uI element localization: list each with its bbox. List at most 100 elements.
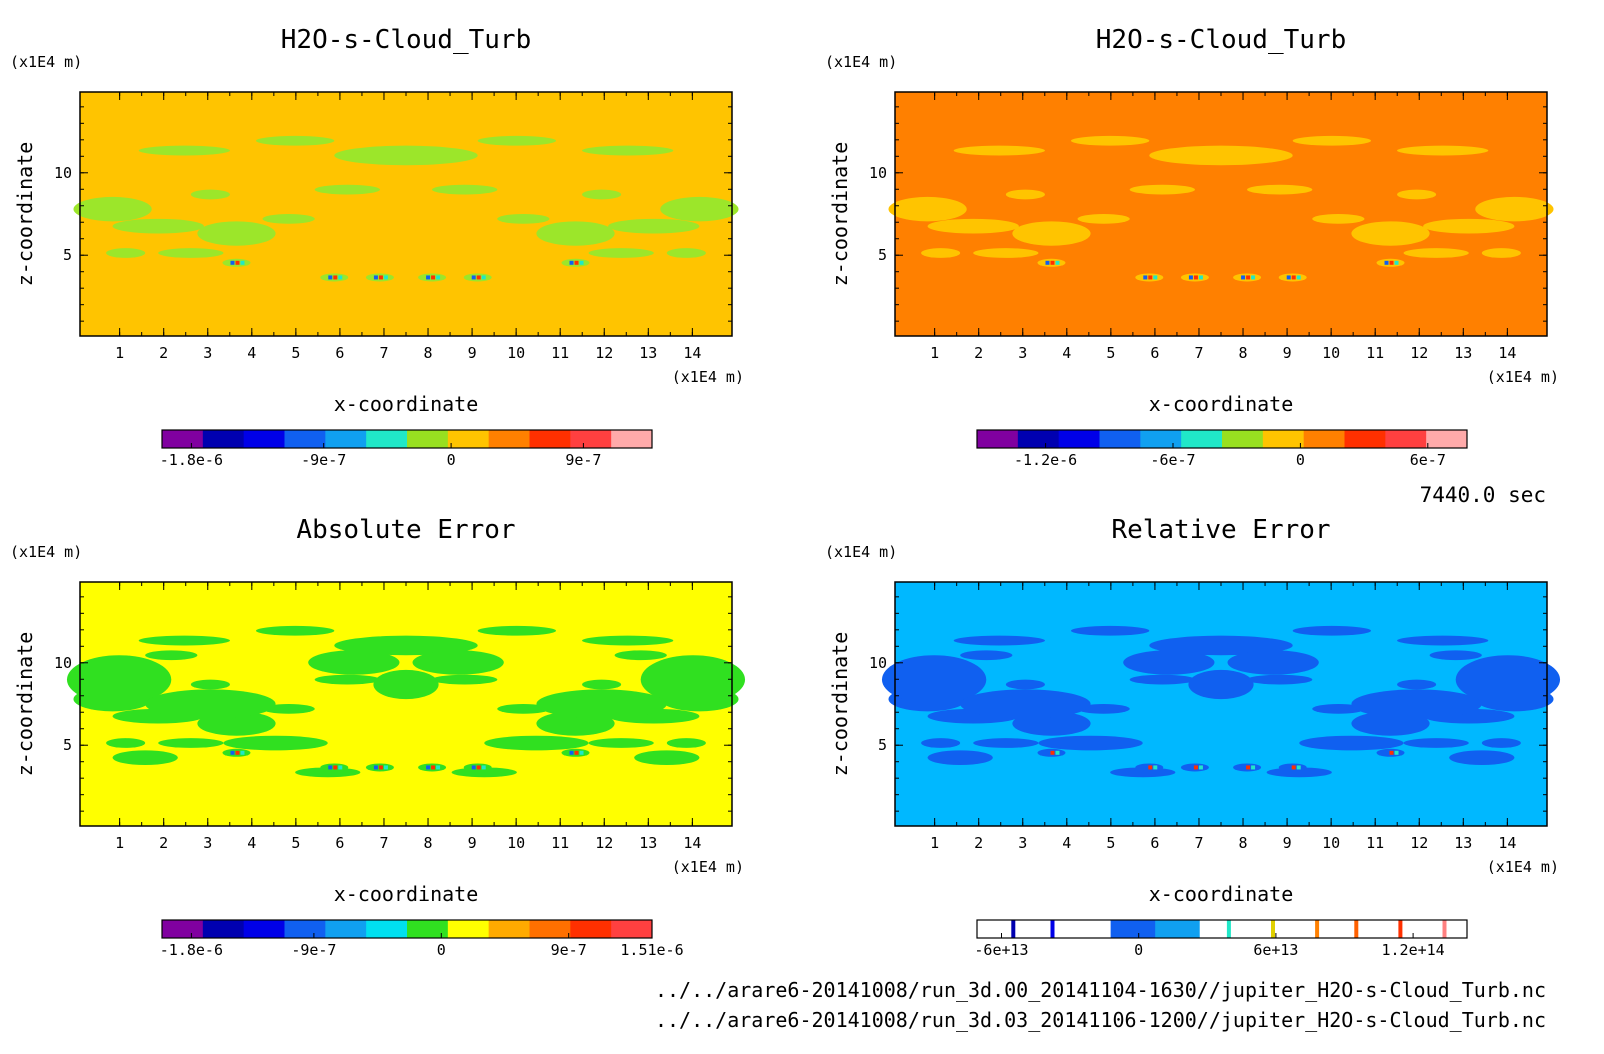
y-unit-label: (x1E4 m) [825, 53, 897, 71]
x-axis-label: x-coordinate [334, 882, 479, 906]
colorbar-label: -6e-7 [1150, 451, 1195, 469]
colorbar-line [1398, 920, 1403, 938]
y-tick-label: 10 [869, 164, 887, 182]
x-tick-label: 4 [1062, 344, 1071, 362]
colorbar-swatch [1303, 430, 1345, 448]
colorbar-line [1271, 920, 1275, 938]
field-spot [1153, 275, 1158, 280]
x-tick-label: 5 [291, 834, 300, 852]
field-contour [145, 650, 198, 661]
field-contour [314, 184, 380, 195]
colorbar-label: -1.8e-6 [160, 451, 223, 469]
colorbar-swatch [325, 430, 367, 448]
field-spot [378, 765, 383, 770]
y-tick-label: 5 [63, 736, 72, 754]
x-tick-label: 9 [468, 834, 477, 852]
field-spot [579, 750, 584, 755]
colorbar-swatch [162, 920, 204, 938]
field-spot [1153, 765, 1158, 770]
chart-title: H2O-s-Cloud_Turb [281, 25, 531, 55]
field-contour [262, 704, 315, 714]
field-contour [1129, 674, 1195, 685]
x-axis-label: x-coordinate [1149, 392, 1294, 416]
x-tick-label: 9 [1283, 344, 1292, 362]
y-tick-label: 5 [878, 736, 887, 754]
colorbar-swatch [1344, 430, 1386, 448]
x-tick-label: 1 [930, 344, 939, 362]
x-tick-label: 13 [1454, 834, 1472, 852]
field-spot [426, 275, 431, 280]
field-contour [1071, 135, 1150, 146]
x-tick-label: 10 [507, 344, 525, 362]
x-unit-label: (x1E4 m) [672, 368, 744, 386]
field-spot [1143, 275, 1148, 280]
field-contour [484, 735, 589, 751]
field-contour [477, 625, 556, 636]
colorbar-label: -6e+13 [974, 941, 1028, 959]
x-tick-label: 13 [639, 344, 657, 362]
colorbar-swatch [570, 430, 612, 448]
field-contour [536, 689, 667, 719]
field-contour [960, 689, 1091, 719]
field-spot [383, 275, 388, 280]
field-spot [1246, 765, 1251, 770]
colorbar-swatch [162, 430, 204, 448]
field-contour [582, 635, 674, 646]
field-spot [1188, 275, 1193, 280]
field-spot [328, 765, 333, 770]
field-spot [471, 275, 476, 280]
colorbar-swatch [529, 430, 571, 448]
field-contour [334, 635, 478, 656]
colorbar-label: -1.8e-6 [160, 941, 223, 959]
x-tick-label: 2 [159, 344, 168, 362]
field-spot [1384, 750, 1389, 755]
x-tick-label: 3 [203, 834, 212, 852]
field-contour [373, 669, 439, 700]
field-spot [1198, 275, 1203, 280]
colorbar-swatch [1099, 430, 1141, 448]
field-spot [1193, 275, 1198, 280]
field-spot [1389, 260, 1394, 265]
colorbar-label: -9e-7 [291, 941, 336, 959]
y-tick-label: 5 [63, 246, 72, 264]
colorbar-label: -9e-7 [301, 451, 346, 469]
field-contour [1351, 689, 1482, 719]
colorbar-swatch [1288, 920, 1334, 938]
field-spot [574, 750, 579, 755]
field-contour [412, 650, 504, 675]
field-contour [582, 679, 622, 690]
field-contour [256, 135, 335, 146]
x-tick-label: 7 [379, 344, 388, 362]
field-contour [158, 248, 224, 258]
colorbar-swatch [611, 920, 653, 938]
x-tick-label: 10 [507, 834, 525, 852]
field-spot [436, 275, 441, 280]
field-spot [426, 765, 431, 770]
field-contour [953, 635, 1045, 646]
x-tick-label: 14 [1498, 344, 1516, 362]
field-contour [66, 655, 172, 704]
field-contour [1397, 145, 1489, 156]
colorbar-swatch [570, 920, 612, 938]
chart-title: H2O-s-Cloud_Turb [1096, 25, 1346, 55]
colorbar-frame [161, 429, 653, 449]
field-contour [190, 679, 230, 690]
field-contour [1423, 218, 1515, 234]
field-contour [1481, 738, 1521, 748]
field-spot [1198, 765, 1203, 770]
field-contour [1475, 196, 1554, 222]
field-spot [1394, 750, 1399, 755]
field-spot [431, 765, 436, 770]
y-unit-label: (x1E4 m) [10, 543, 82, 561]
x-tick-label: 6 [1150, 344, 1159, 362]
colorbar-swatch [1140, 430, 1182, 448]
field-spot [579, 260, 584, 265]
field-spot [230, 260, 235, 265]
field-contour [145, 689, 276, 719]
colorbar-label: 0 [437, 941, 446, 959]
colorbar-swatch [1181, 430, 1223, 448]
colorbar-swatch [1066, 920, 1112, 938]
colorbar-label: 0 [1134, 941, 1143, 959]
colorbar-label: 6e+13 [1253, 941, 1298, 959]
colorbar-swatch [1021, 920, 1067, 938]
